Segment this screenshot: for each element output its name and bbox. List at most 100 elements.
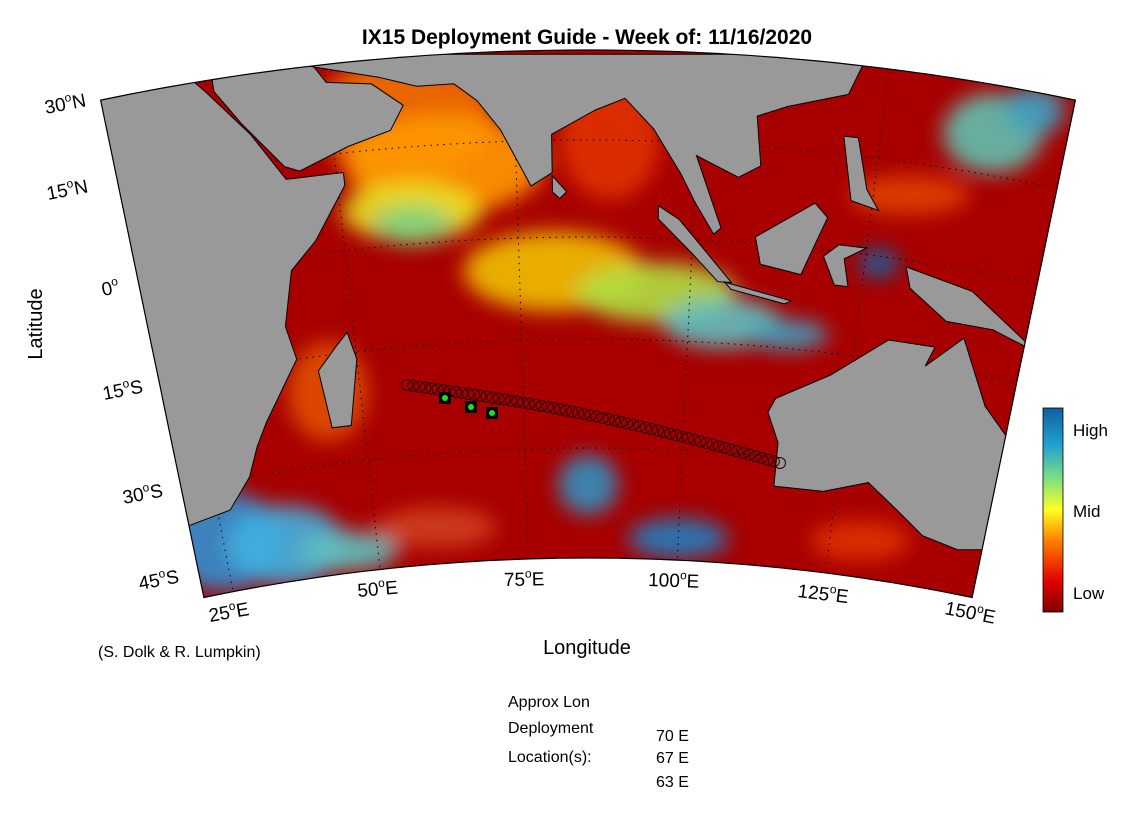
track-point (608, 414, 621, 427)
colorbar-label: Mid (1073, 502, 1100, 521)
track-point (651, 424, 664, 437)
deployment-point (442, 395, 448, 401)
land (905, 266, 1038, 353)
credit: (S. Dolk & R. Lumpkin) (98, 644, 261, 661)
track-point (511, 395, 524, 408)
track-point (578, 408, 591, 421)
land (723, 281, 793, 305)
land (210, 59, 404, 172)
land (317, 331, 358, 429)
track-point (523, 397, 536, 410)
track-point (529, 398, 542, 411)
track-point (657, 426, 670, 439)
graticule (511, 50, 531, 596)
track-point (413, 380, 426, 393)
lon-label: 100oE (648, 567, 700, 593)
track-point (474, 389, 487, 402)
track-point (541, 400, 554, 413)
track-point (407, 379, 420, 392)
track-point (547, 402, 560, 415)
lon-label: 75oE (504, 566, 545, 591)
track-point (731, 445, 744, 458)
track-point (425, 382, 438, 395)
track-point (670, 429, 683, 442)
field-patch (376, 507, 497, 548)
track-point (688, 433, 701, 446)
land (100, 76, 346, 533)
lat-label: 45oS (136, 564, 180, 595)
map-frame (99, 49, 1077, 599)
track-point (761, 453, 774, 466)
land (767, 337, 1017, 551)
land (822, 244, 869, 288)
lat-label: 30oS (120, 478, 164, 509)
graticule (820, 50, 894, 598)
track-point (774, 457, 786, 469)
title: IX15 Deployment Guide - Week of: 11/16/2… (362, 26, 812, 49)
track-point (615, 415, 628, 428)
track-point (676, 430, 689, 443)
track-point (663, 427, 676, 440)
lon-labels: 25oE 50oE 75oE 100oE 125oE 150oE (207, 566, 998, 629)
track-point (621, 417, 634, 430)
land (657, 204, 733, 284)
y-axis-label: Latitude (25, 288, 47, 359)
track-point (566, 405, 579, 418)
track-point (706, 438, 719, 451)
track-point (755, 451, 768, 464)
track-point (498, 393, 511, 406)
deployment-location: 63 E (656, 774, 689, 791)
graticule (674, 50, 704, 597)
deployment-point (468, 404, 474, 410)
track-point (694, 435, 707, 448)
field-patch (858, 248, 899, 279)
track-point (486, 391, 499, 404)
track-point (718, 441, 731, 454)
track-point (682, 432, 695, 445)
colorbar-label: High (1073, 421, 1108, 440)
track-point (743, 448, 756, 461)
track-point (456, 386, 469, 399)
land (754, 202, 829, 276)
deployment-location: 67 E (656, 750, 689, 767)
lat-labels: 30oN 15oN 0o 15oS 30oS 45oS (42, 87, 181, 595)
field-patch (748, 319, 829, 350)
land (307, 53, 870, 235)
track-point (431, 383, 444, 396)
lon-label: 125oE (796, 578, 850, 608)
track-point (590, 410, 603, 423)
track-point (645, 423, 658, 436)
track-point (504, 394, 517, 407)
x-axis-label: Longitude (543, 637, 631, 659)
deployment-location: 70 E (656, 728, 689, 745)
lon-label: 25oE (207, 596, 251, 627)
deployment-heading: Deployment (508, 720, 594, 737)
track-point (419, 381, 432, 394)
track-point (749, 450, 762, 463)
track-point (602, 413, 615, 426)
colorbar-label: Low (1073, 584, 1105, 603)
deployment-heading: Location(s): (508, 749, 592, 766)
field-patch (1005, 85, 1066, 136)
track-point (633, 420, 646, 433)
track-point (468, 388, 481, 401)
lat-label: 15oS (100, 374, 144, 405)
lon-label: 150oE (943, 595, 998, 628)
track-point (553, 403, 566, 416)
deployment-heading: Approx Lon (508, 694, 590, 711)
track-point (584, 409, 597, 422)
colorbar (1042, 407, 1064, 613)
lat-label: 30oN (42, 87, 87, 118)
track-point (700, 437, 713, 450)
deployment-point (489, 410, 495, 416)
lon-label: 50oE (356, 575, 398, 602)
lat-label: 0o (99, 274, 121, 301)
track-point (517, 396, 530, 409)
track-point (767, 455, 780, 468)
track-point (401, 379, 413, 391)
field-patch (372, 204, 453, 245)
lat-label: 15oN (44, 173, 89, 204)
field-patch (297, 531, 398, 572)
track-point (480, 390, 493, 403)
track-point (462, 387, 475, 400)
